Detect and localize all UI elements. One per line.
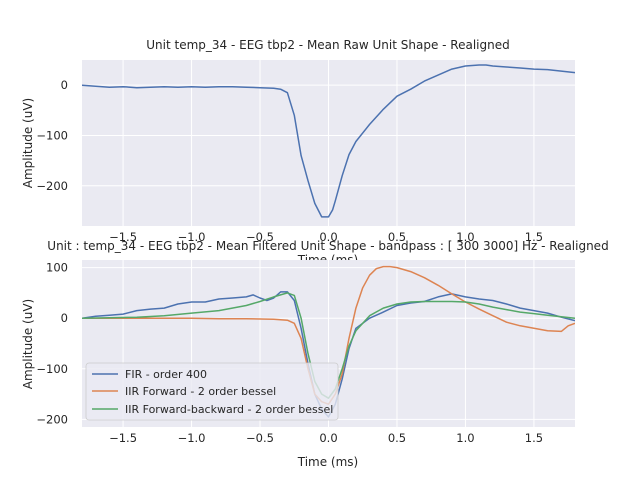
y-tick-label: −100: [36, 128, 68, 142]
x-tick-label: −0.5: [246, 230, 274, 244]
series-line: [82, 64, 575, 218]
chart-title: Unit temp_34 - EEG tbp2 - Mean Raw Unit …: [146, 38, 509, 52]
series-line-iir-forward-2-order-bessel: [82, 265, 575, 405]
x-axis-label: Time (ms): [297, 455, 359, 469]
x-tick-label: 1.5: [525, 431, 543, 445]
legend-label-iir-forward-backward: IIR Forward-backward - 2 order bessel: [125, 403, 333, 416]
plot-area: −1.5 −1.0 −0.5 0.0 0.5 1.0 1.5 0 −100 −200: [36, 60, 575, 244]
series-line-iir-forward-backward-2-order-bessel: [82, 292, 575, 399]
x-tick-label: 1.5: [525, 230, 543, 244]
x-tick-label: −1.5: [109, 431, 137, 445]
x-tick-label: 0.0: [319, 431, 337, 445]
chart-title: Unit : temp_34 - EEG tbp2 - Mean Filtere…: [47, 239, 608, 253]
x-tick-label: −0.5: [246, 431, 274, 445]
x-tick-label: 0.0: [319, 230, 337, 244]
legend: FIR - order 400 IIR Forward - 2 order be…: [85, 362, 339, 421]
y-tick-label: −200: [36, 412, 68, 426]
y-tick-label: −200: [36, 179, 68, 193]
y-tick-label: 0: [61, 78, 68, 92]
x-tick-label: 1.0: [456, 230, 474, 244]
filtered-unit-shape-chart: −1.5 −1.0 −0.5 0.0 0.5 1.0 1.5 100 0 −100 −200 Tim…: [21, 239, 609, 469]
x-tick-label: 0.5: [388, 230, 406, 244]
y-tick-label: 100: [46, 261, 68, 275]
x-tick-label: −1.0: [178, 431, 206, 445]
y-axis-label: Amplitude (uV): [21, 98, 35, 189]
y-axis-label: Amplitude (uV): [21, 299, 35, 390]
x-tick-label: −1.0: [178, 230, 206, 244]
x-tick-label: 0.5: [388, 431, 406, 445]
legend-box: [85, 362, 339, 421]
legend-label-iir-forward: IIR Forward - 2 order bessel: [125, 385, 276, 398]
legend-label-fir: FIR - order 400: [125, 368, 207, 381]
y-tick-label: −100: [36, 362, 68, 376]
x-tick-label: −1.5: [109, 230, 137, 244]
y-tick-label: 0: [61, 311, 68, 325]
raw-unit-shape-chart: −1.5 −1.0 −0.5 0.0 0.5 1.0 1.5 0 −100 −200 Unit t…: [21, 38, 575, 267]
x-tick-label: 1.0: [456, 431, 474, 445]
